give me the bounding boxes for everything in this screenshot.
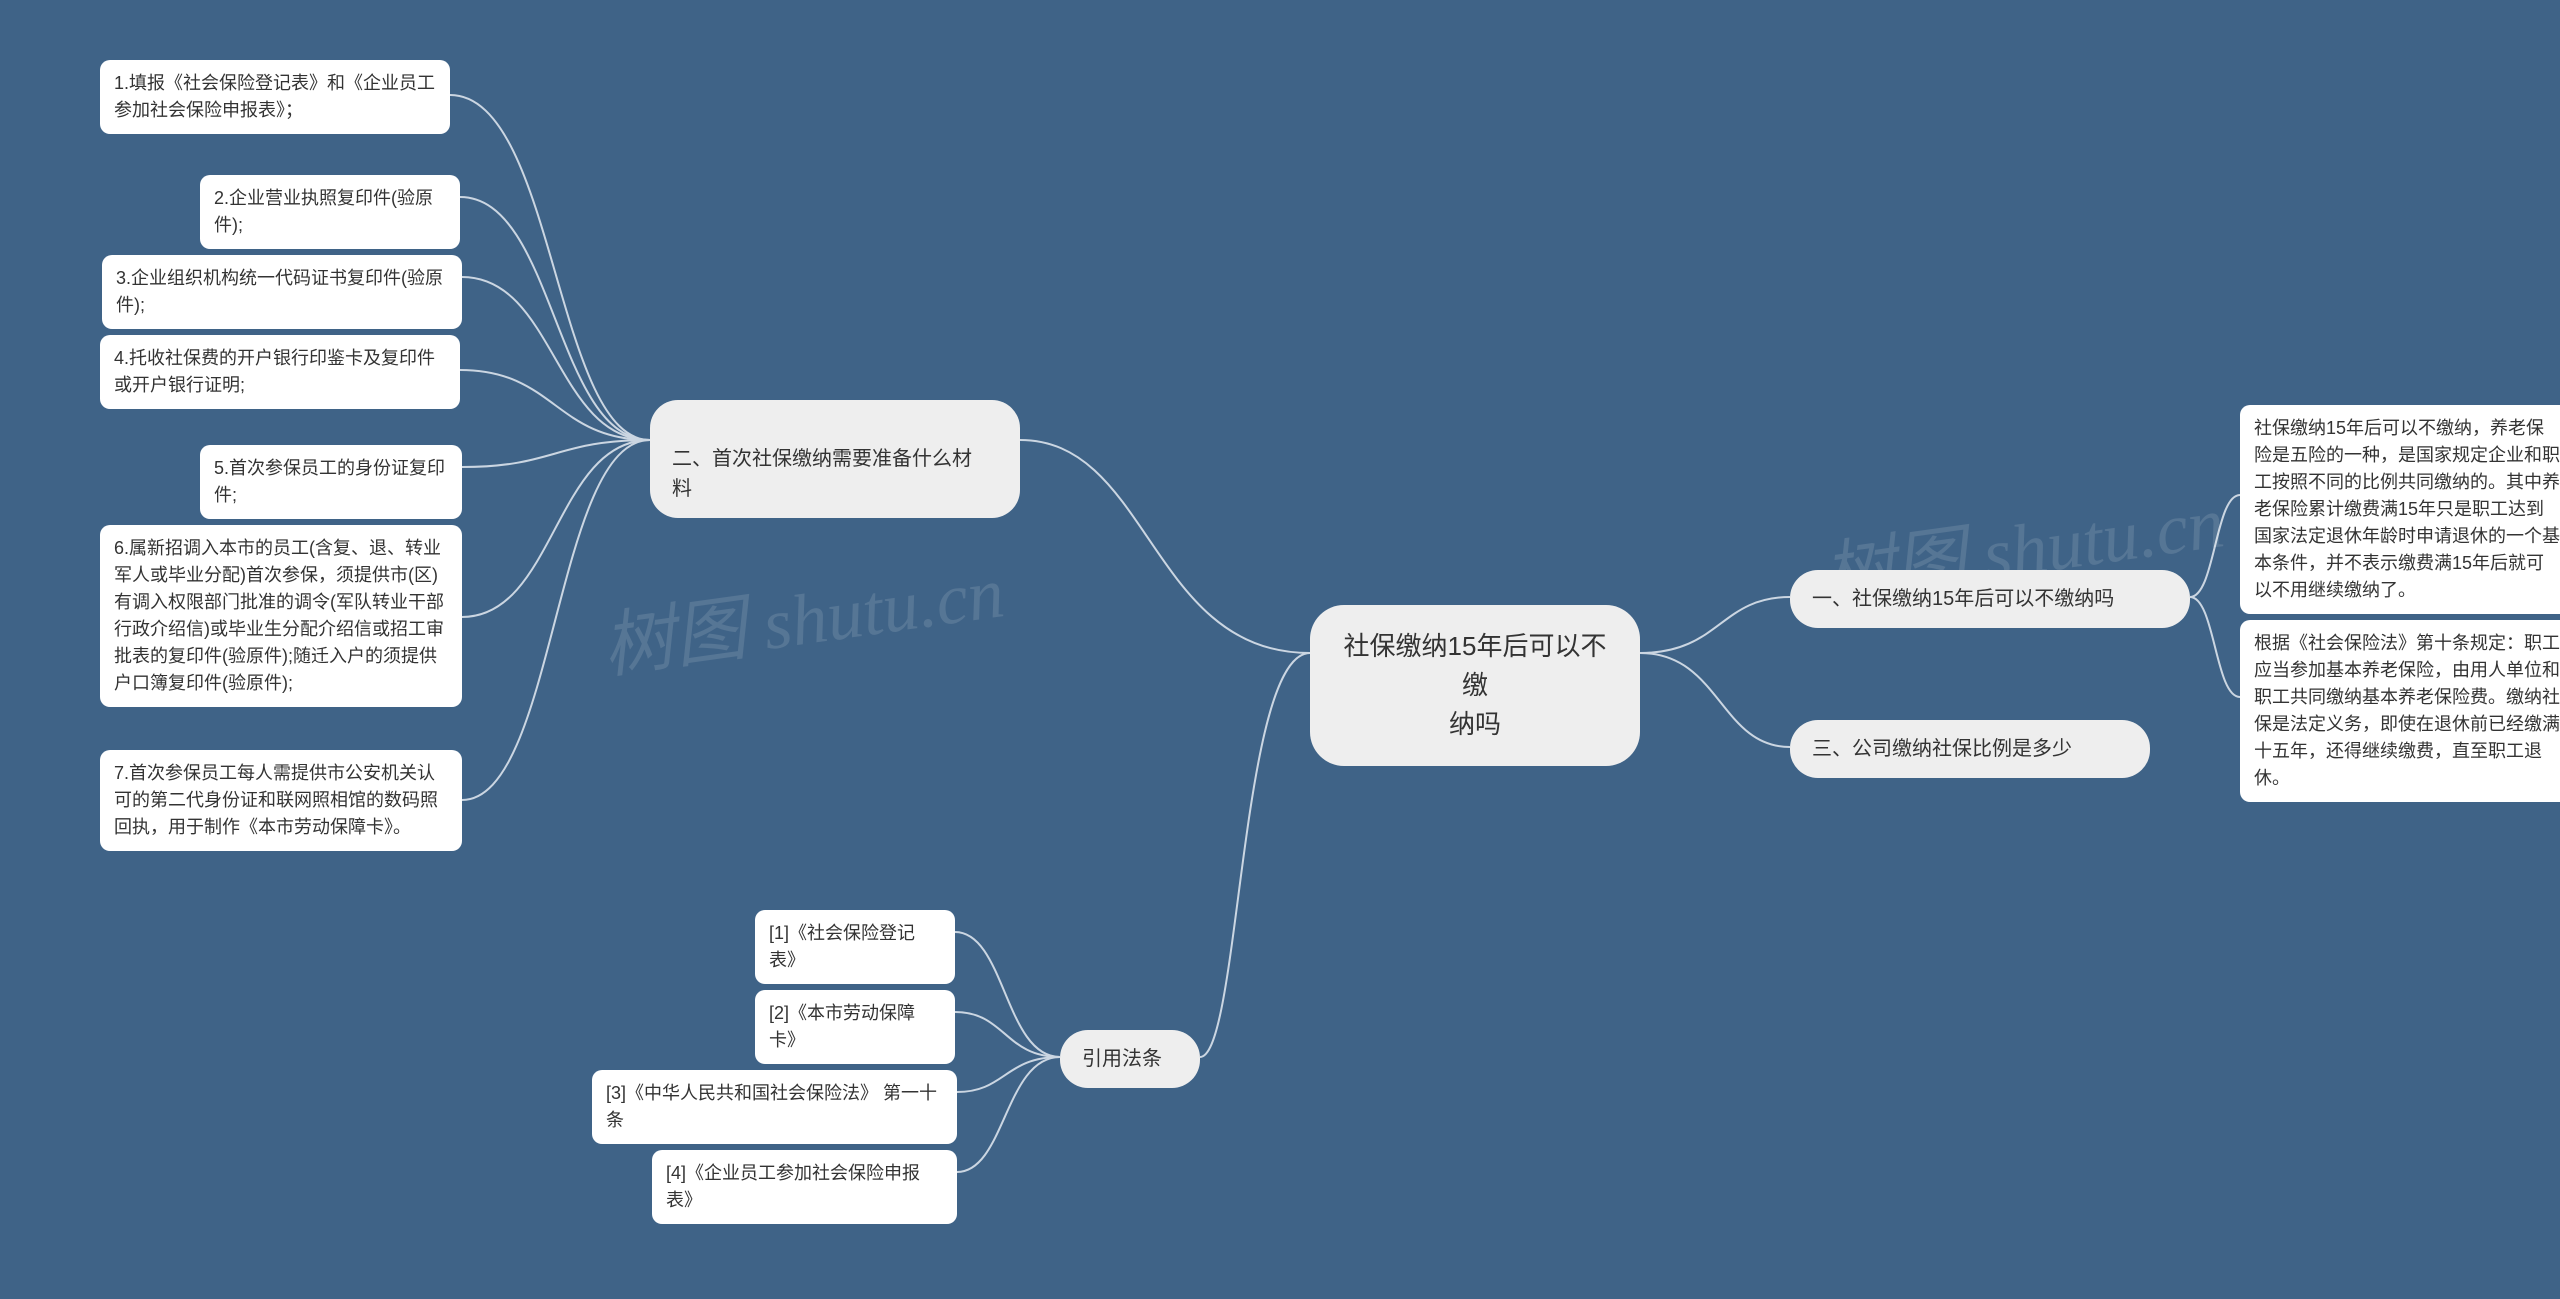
leaf-label: 3.企业组织机构统一代码证书复印件(验原件); bbox=[116, 268, 443, 315]
branch-1-child-2[interactable]: 根据《社会保险法》第十条规定：职工应当参加基本养老保险，由用人单位和职工共同缴纳… bbox=[2240, 620, 2560, 802]
branch-2-child-5[interactable]: 5.首次参保员工的身份证复印件; bbox=[200, 445, 462, 519]
center-topic[interactable]: 社保缴纳15年后可以不缴 纳吗 bbox=[1310, 605, 1640, 766]
leaf-label: [1]《社会保险登记表》 bbox=[769, 923, 915, 970]
leaf-label: 7.首次参保员工每人需提供市公安机关认可的第二代身份证和联网照相馆的数码照回执，… bbox=[114, 763, 438, 837]
branch-1[interactable]: 一、社保缴纳15年后可以不缴纳吗 bbox=[1790, 570, 2190, 628]
branch-4-child-4[interactable]: [4]《企业员工参加社会保险申报表》 bbox=[652, 1150, 957, 1224]
branch-1-label: 一、社保缴纳15年后可以不缴纳吗 bbox=[1812, 588, 2114, 610]
leaf-label: 2.企业营业执照复印件(验原件); bbox=[214, 188, 433, 235]
leaf-label: 根据《社会保险法》第十条规定：职工应当参加基本养老保险，由用人单位和职工共同缴纳… bbox=[2254, 633, 2560, 788]
leaf-label: [4]《企业员工参加社会保险申报表》 bbox=[666, 1163, 920, 1210]
branch-2-child-3[interactable]: 3.企业组织机构统一代码证书复印件(验原件); bbox=[102, 255, 462, 329]
branch-2-label: 二、首次社保缴纳需要准备什么材 料 bbox=[672, 448, 972, 500]
branch-4[interactable]: 引用法条 bbox=[1060, 1030, 1200, 1088]
center-label: 社保缴纳15年后可以不缴 纳吗 bbox=[1344, 631, 1607, 739]
branch-4-child-1[interactable]: [1]《社会保险登记表》 bbox=[755, 910, 955, 984]
leaf-label: [3]《中华人民共和国社会保险法》 第一十条 bbox=[606, 1083, 937, 1130]
branch-2-child-2[interactable]: 2.企业营业执照复印件(验原件); bbox=[200, 175, 460, 249]
watermark: 树图 shutu.cn bbox=[595, 532, 1010, 692]
branch-4-child-3[interactable]: [3]《中华人民共和国社会保险法》 第一十条 bbox=[592, 1070, 957, 1144]
leaf-label: 6.属新招调入本市的员工(含复、退、转业军人或毕业分配)首次参保，须提供市(区)… bbox=[114, 538, 444, 693]
branch-4-child-2[interactable]: [2]《本市劳动保障卡》 bbox=[755, 990, 955, 1064]
branch-2-child-4[interactable]: 4.托收社保费的开户银行印鉴卡及复印件或开户银行证明; bbox=[100, 335, 460, 409]
leaf-label: 1.填报《社会保险登记表》和《企业员工参加社会保险申报表》； bbox=[114, 73, 435, 120]
leaf-label: [2]《本市劳动保障卡》 bbox=[769, 1003, 915, 1050]
branch-2[interactable]: 二、首次社保缴纳需要准备什么材 料 bbox=[650, 400, 1020, 518]
branch-3[interactable]: 三、公司缴纳社保比例是多少 bbox=[1790, 720, 2150, 778]
branch-1-child-1[interactable]: 社保缴纳15年后可以不缴纳，养老保险是五险的一种，是国家规定企业和职工按照不同的… bbox=[2240, 405, 2560, 614]
branch-3-label: 三、公司缴纳社保比例是多少 bbox=[1812, 738, 2072, 760]
branch-2-child-1[interactable]: 1.填报《社会保险登记表》和《企业员工参加社会保险申报表》； bbox=[100, 60, 450, 134]
leaf-label: 社保缴纳15年后可以不缴纳，养老保险是五险的一种，是国家规定企业和职工按照不同的… bbox=[2254, 418, 2560, 600]
leaf-label: 5.首次参保员工的身份证复印件; bbox=[214, 458, 445, 505]
branch-2-child-6[interactable]: 6.属新招调入本市的员工(含复、退、转业军人或毕业分配)首次参保，须提供市(区)… bbox=[100, 525, 462, 707]
branch-4-label: 引用法条 bbox=[1082, 1048, 1162, 1070]
leaf-label: 4.托收社保费的开户银行印鉴卡及复印件或开户银行证明; bbox=[114, 348, 435, 395]
branch-2-child-7[interactable]: 7.首次参保员工每人需提供市公安机关认可的第二代身份证和联网照相馆的数码照回执，… bbox=[100, 750, 462, 851]
